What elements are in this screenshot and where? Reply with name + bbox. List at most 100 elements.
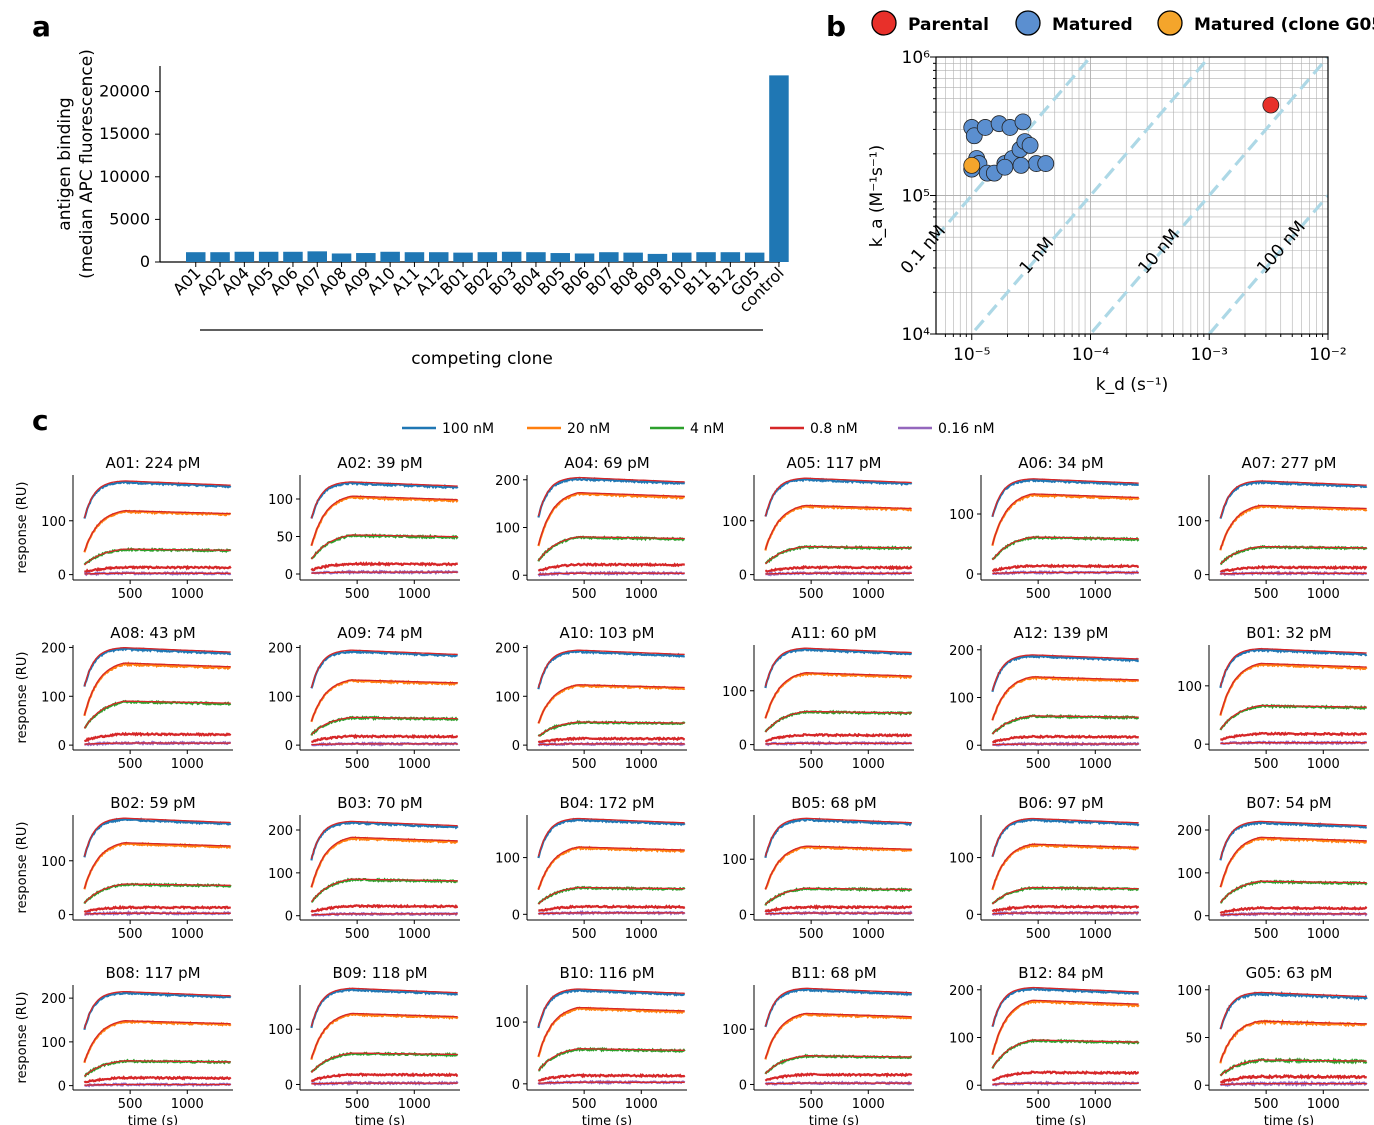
legend-marker <box>1157 10 1183 36</box>
data-trace <box>311 877 458 903</box>
fit-curve <box>764 477 912 517</box>
fit-curve <box>992 1071 1139 1081</box>
fit-curve <box>83 817 231 857</box>
fit-curve <box>991 999 1139 1055</box>
x-tick-label: 1000 <box>398 927 431 942</box>
x-tick-label: 500 <box>572 757 597 772</box>
data-trace <box>991 987 1140 1028</box>
bar <box>526 252 546 262</box>
data-trace <box>537 719 686 737</box>
data-trace <box>537 649 685 690</box>
data-trace <box>83 646 232 687</box>
y-tick-label: 0 <box>140 252 150 271</box>
subplot: A05: 117 pM 0 100 500 1000 <box>722 454 914 602</box>
data-trace <box>1219 479 1368 519</box>
x-axis-label: time (s) <box>1036 1114 1086 1125</box>
data-trace <box>764 844 913 890</box>
fit-curve <box>537 988 685 1027</box>
x-tick-label: 500 <box>1254 757 1279 772</box>
x-tick-label: 500 <box>345 927 370 942</box>
bar <box>599 252 619 262</box>
y-tick-label: 0 <box>966 908 974 923</box>
data-trace <box>991 654 1139 693</box>
bar <box>404 252 425 262</box>
data-trace <box>537 988 686 1029</box>
data-trace <box>991 885 1139 905</box>
x-tick-label: 1000 <box>1307 757 1340 772</box>
bar <box>234 251 255 262</box>
fit-curve <box>765 572 912 575</box>
y-tick-label: 100 <box>41 690 66 705</box>
y-tick-label: 10⁶ <box>902 48 931 68</box>
y-tick-label: 0 <box>966 739 974 754</box>
y-tick-label: 100 <box>722 515 747 530</box>
y-tick-label: 100 <box>949 692 974 707</box>
bar <box>210 252 230 262</box>
y-tick-label: 0 <box>512 1078 520 1093</box>
y-tick-label: 0 <box>966 1079 974 1094</box>
y-axis-label-line1: antigen binding <box>55 97 75 230</box>
x-tick-label: 500 <box>572 1097 597 1112</box>
y-tick-label: 10⁴ <box>902 325 931 345</box>
y-tick-label: 100 <box>722 1023 747 1038</box>
fit-curve <box>537 886 685 905</box>
subplot: B02: 59 pM 0 100 500 1000 response (RU) <box>15 794 233 942</box>
y-tick-label: 50 <box>276 531 293 546</box>
fit-curve <box>538 1074 685 1082</box>
bar <box>283 251 303 262</box>
data-trace <box>991 1038 1140 1069</box>
x-tick-label: 10⁻² <box>1309 345 1346 365</box>
data-trace <box>537 817 686 859</box>
fit-curve <box>84 572 231 575</box>
fit-curve <box>537 817 685 857</box>
y-tick-label: 15000 <box>99 124 150 143</box>
y-tick-label: 0 <box>512 569 520 584</box>
fit-curve <box>84 912 231 915</box>
panel-a-bar-chart: 05000100001500020000A01A02A04A05A06A07A0… <box>55 49 789 369</box>
data-trace <box>83 1058 232 1078</box>
y-tick-label: 100 <box>268 493 293 508</box>
bar <box>453 252 473 262</box>
fit-curve <box>765 742 912 745</box>
y-tick-label: 100 <box>495 1016 520 1031</box>
fit-curve <box>538 905 685 912</box>
x-tick-label: 500 <box>1026 757 1051 772</box>
y-tick-label: 0 <box>285 1078 293 1093</box>
fit-curve <box>310 649 458 688</box>
fit-curve <box>537 536 685 561</box>
y-tick-label: 100 <box>722 685 747 700</box>
data-trace <box>83 547 232 566</box>
legend-label: 0.8 nM <box>810 421 858 437</box>
y-tick-label: 0 <box>739 739 747 754</box>
x-tick-label: 500 <box>345 587 370 602</box>
data-trace <box>764 477 913 517</box>
fit-curve <box>1220 907 1367 914</box>
fit-curve <box>1220 1082 1367 1086</box>
y-tick-label: 20000 <box>99 82 150 101</box>
subplot: B05: 68 pM 0 100 500 1000 <box>722 794 914 942</box>
y-axis-label: k_a (M⁻¹s⁻¹) <box>867 145 887 248</box>
fit-curve <box>311 563 458 571</box>
x-tick-label: 1000 <box>852 587 885 602</box>
fit-curve <box>1219 662 1367 715</box>
y-tick-label: 100 <box>495 522 520 537</box>
x-tick-label: 1000 <box>625 1097 658 1112</box>
bar <box>356 253 376 262</box>
bar <box>574 253 595 262</box>
fit-curve <box>764 545 912 565</box>
x-tick-label: 1000 <box>398 757 431 772</box>
x-tick-label: 500 <box>1026 587 1051 602</box>
subplot: A07: 277 pM 0 100 500 1000 <box>1177 454 1369 602</box>
fit-curve <box>764 647 912 687</box>
iso-kd-label: 10 nM <box>1134 225 1184 278</box>
y-tick-label: 0 <box>285 568 293 583</box>
x-axis-label: time (s) <box>582 1114 632 1125</box>
y-tick-label: 200 <box>495 474 520 489</box>
x-axis-label: k_d (s⁻¹) <box>1096 375 1168 395</box>
fit-curve <box>83 990 231 1029</box>
fit-curve <box>311 743 458 746</box>
x-tick-label: 1000 <box>625 587 658 602</box>
x-tick-label: 500 <box>572 587 597 602</box>
fit-curve <box>538 743 685 746</box>
subplot: A10: 103 pM 0 100 200 500 1000 <box>495 624 687 772</box>
